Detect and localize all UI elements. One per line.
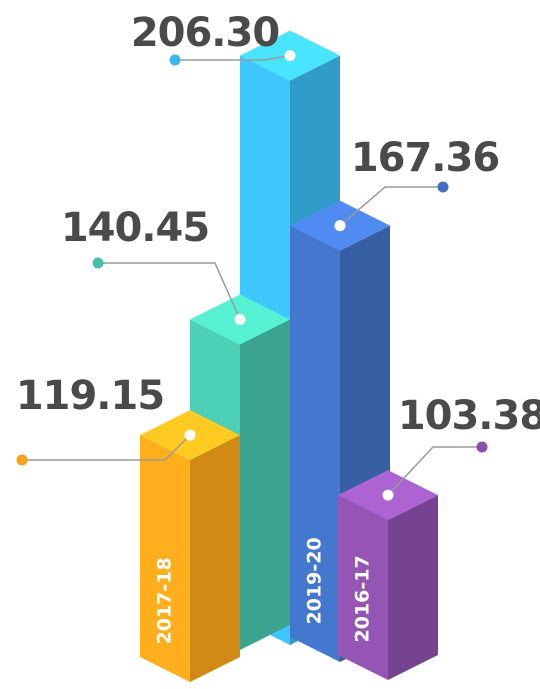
value-label: 206.30 <box>131 10 279 56</box>
leader-line <box>22 434 191 461</box>
bar-left-face <box>338 495 388 680</box>
leader-line <box>175 54 291 61</box>
leader-end-dot <box>169 54 181 66</box>
bar-right-face <box>388 495 438 680</box>
value-label: 119.15 <box>16 373 164 419</box>
bar-right-face <box>240 319 290 650</box>
leader-line <box>387 446 482 496</box>
leader-line <box>98 262 241 320</box>
leader-end-dot <box>476 441 488 453</box>
bar <box>338 470 438 680</box>
bar-right-face <box>190 435 240 682</box>
leader-line <box>339 186 443 227</box>
top-dot <box>334 220 346 232</box>
top-dot <box>382 489 394 501</box>
top-dot <box>284 50 296 62</box>
value-label: 140.45 <box>61 205 209 251</box>
category-label: 2019-20 <box>304 537 326 624</box>
top-dot <box>234 313 246 325</box>
leader-end-dot <box>92 257 104 269</box>
bar-left-face <box>140 435 190 682</box>
leader-end-dot <box>16 454 28 466</box>
top-dot <box>184 429 196 441</box>
value-label: 167.36 <box>351 135 499 181</box>
bar-left-face <box>290 225 340 662</box>
category-label: 2016-17 <box>352 555 374 642</box>
category-label: 2017-18 <box>154 557 176 644</box>
value-label: 103.38 <box>398 393 540 439</box>
leader-end-dot <box>437 181 449 193</box>
